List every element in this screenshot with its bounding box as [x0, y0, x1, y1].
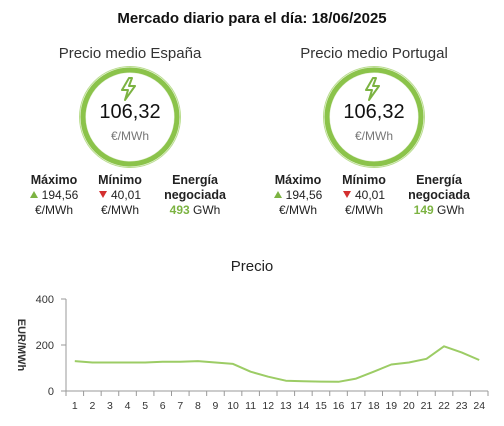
- x-tick-label: 16: [333, 400, 345, 412]
- spain-panel: Precio medio España 106,32 €/MWh Máximo …: [29, 44, 230, 233]
- x-tick-label: 2: [89, 400, 95, 412]
- x-tick-label: 15: [315, 400, 327, 412]
- y-tick-label: 0: [48, 386, 54, 398]
- spain-min-label: Mínimo: [98, 173, 142, 187]
- down-triangle-icon: [98, 191, 107, 198]
- spain-average-price: 106,32: [99, 101, 161, 123]
- portugal-max-unit: €/MWh: [278, 203, 317, 217]
- x-tick-label: 3: [107, 400, 113, 412]
- portugal-energy-value: 149: [413, 203, 434, 217]
- portugal-min: Mínimo 40,01 €/MWh: [334, 173, 394, 218]
- y-axis-label: EUR/MWh: [15, 319, 27, 372]
- chart-title: Precio: [230, 258, 274, 275]
- spain-max-unit: €/MWh: [34, 203, 73, 217]
- y-tick-label: 400: [36, 294, 54, 306]
- portugal-max-label: Máximo: [274, 173, 322, 187]
- portugal-average-price: 106,32: [343, 101, 405, 123]
- price-series-line: [74, 345, 480, 383]
- portugal-stats: Máximo 194,56 €/MWh Mínimo 40,01 €/MWh E…: [273, 173, 474, 233]
- y-tick-label: 200: [36, 340, 54, 352]
- spain-energy-label-2: negociada: [164, 188, 226, 202]
- spain-min-unit: €/MWh: [100, 203, 139, 217]
- spain-min-value: 40,01: [110, 188, 142, 202]
- x-tick-label: 10: [227, 400, 239, 412]
- x-tick-label: 20: [403, 400, 415, 412]
- page-title: Mercado diario para el día: 18/06/2025: [117, 10, 387, 27]
- x-tick-label: 9: [213, 400, 219, 412]
- portugal-title: Precio medio Portugal: [300, 45, 448, 62]
- x-tick-label: 24: [473, 400, 485, 412]
- portugal-panel: Precio medio Portugal 106,32 €/MWh Máxim…: [273, 44, 474, 233]
- x-tick-label: 4: [125, 400, 131, 412]
- spain-stats: Máximo 194,56 €/MWh Mínimo 40,01 €/MWh E…: [29, 173, 230, 233]
- up-triangle-icon: [29, 191, 38, 198]
- spain-energy-label-1: Energía: [172, 173, 218, 187]
- x-tick-label: 11: [245, 400, 256, 412]
- portugal-min-unit: €/MWh: [344, 203, 383, 217]
- spain-energy-unit: GWh: [193, 203, 221, 217]
- portugal-energy-label-2: negociada: [408, 188, 470, 202]
- x-tick-label: 1: [72, 400, 78, 412]
- spain-max-value: 194,56: [41, 188, 79, 202]
- portugal-energy: Energía negociada 149 GWh: [396, 173, 482, 218]
- spain-min: Mínimo 40,01 €/MWh: [90, 173, 150, 218]
- x-tick-label: 19: [385, 400, 397, 412]
- portugal-max: Máximo 194,56 €/MWh: [262, 173, 334, 218]
- spain-gauge-ring: [80, 67, 180, 167]
- lightning-bolt-icon: [365, 77, 380, 101]
- x-tick-label: 13: [280, 400, 292, 412]
- spain-title: Precio medio España: [58, 45, 202, 62]
- portugal-min-value: 40,01: [354, 188, 386, 202]
- x-tick-label: 8: [195, 400, 201, 412]
- x-tick-label: 12: [262, 400, 274, 412]
- spain-energy-value: 493: [169, 203, 190, 217]
- x-tick-label: 7: [177, 400, 183, 412]
- portugal-average-unit: €/MWh: [354, 129, 393, 143]
- spain-max: Máximo 194,56 €/MWh: [18, 173, 90, 218]
- x-tick-label: 21: [421, 400, 433, 412]
- x-tick-label: 6: [160, 400, 166, 412]
- portugal-energy-unit: GWh: [437, 203, 465, 217]
- spain-average-unit: €/MWh: [110, 129, 149, 143]
- x-tick-label: 17: [350, 400, 362, 412]
- portugal-max-value: 194,56: [285, 188, 323, 202]
- portugal-min-label: Mínimo: [342, 173, 386, 187]
- x-tick-label: 23: [456, 400, 468, 412]
- x-tick-label: 22: [438, 400, 450, 412]
- down-triangle-icon: [342, 191, 351, 198]
- up-triangle-icon: [273, 191, 282, 198]
- portugal-gauge-ring: [324, 67, 424, 167]
- spain-energy: Energía negociada 493 GWh: [152, 173, 238, 218]
- spain-max-label: Máximo: [30, 173, 78, 187]
- lightning-bolt-icon: [121, 77, 136, 101]
- portugal-energy-label-1: Energía: [416, 173, 462, 187]
- portugal-gauge: 106,32 €/MWh: [323, 66, 425, 168]
- x-tick-label: 18: [368, 400, 380, 412]
- x-tick-label: 5: [142, 400, 148, 412]
- x-tick-label: 14: [298, 400, 310, 412]
- spain-gauge: 106,32 €/MWh: [79, 66, 181, 168]
